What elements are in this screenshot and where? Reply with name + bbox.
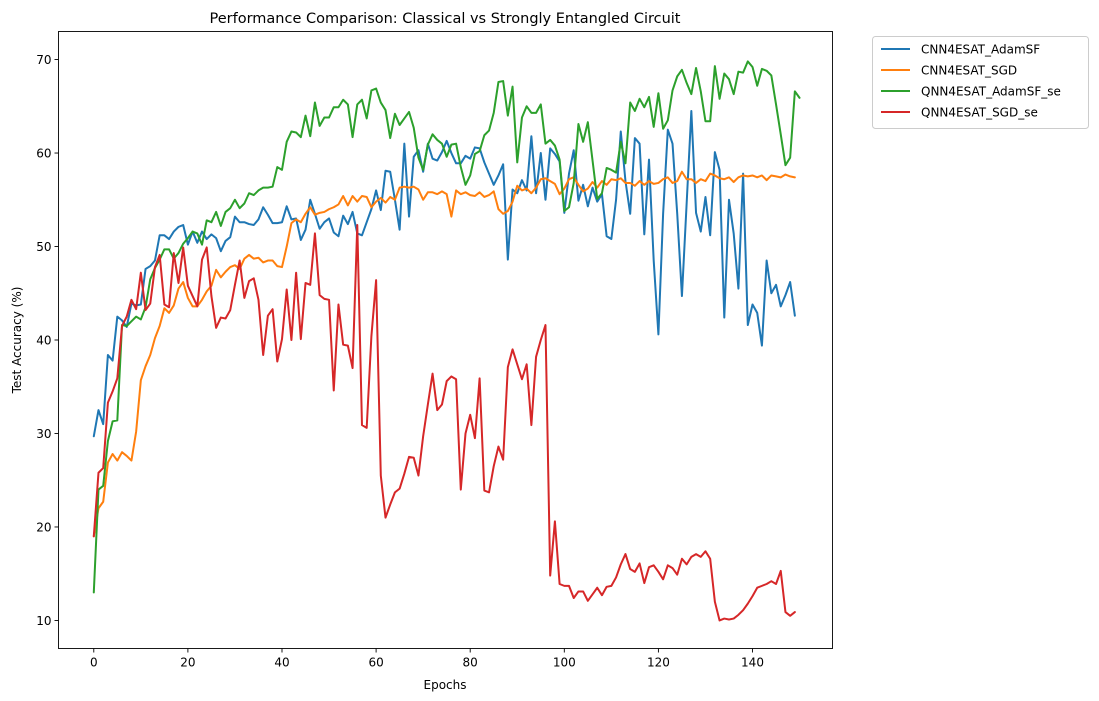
legend-label-0: CNN4ESAT_AdamSF <box>921 43 1040 57</box>
y-tick-label: 70 <box>36 53 51 67</box>
x-tick-label: 120 <box>647 656 670 670</box>
chart-title: Performance Comparison: Classical vs Str… <box>210 11 681 27</box>
legend-frame <box>872 36 1089 129</box>
x-tick-label: 100 <box>553 656 576 670</box>
y-tick-label: 60 <box>36 147 51 161</box>
series-line-2 <box>92 60 801 594</box>
legend-label-3: QNN4ESAT_SGD_se <box>921 106 1038 120</box>
x-tick-label: 20 <box>180 656 195 670</box>
y-tick-label: 10 <box>36 614 51 628</box>
series-line-3 <box>92 224 796 622</box>
x-tick-label: 80 <box>463 656 478 670</box>
plot-area-frame <box>58 31 833 649</box>
x-tick-label: 60 <box>368 656 383 670</box>
x-tick-label: 40 <box>274 656 289 670</box>
y-tick-label: 40 <box>36 334 51 348</box>
x-tick-label: 0 <box>90 656 98 670</box>
legend: CNN4ESAT_AdamSF CNN4ESAT_SGD QNN4ESAT_Adam… <box>872 36 1089 129</box>
y-axis-label: Test Accuracy (%) <box>10 287 24 395</box>
series-line-0 <box>92 109 796 438</box>
y-tick-label: 30 <box>36 427 51 441</box>
x-axis-label: Epochs <box>424 678 467 692</box>
plot-lines <box>92 60 801 622</box>
x-tick-label: 140 <box>741 656 764 670</box>
y-tick-label: 20 <box>36 520 51 534</box>
y-tick-label: 50 <box>36 240 51 254</box>
y-axis-ticks: 10 20 30 40 50 60 70 <box>36 53 59 628</box>
legend-label-2: QNN4ESAT_AdamSF_se <box>921 85 1061 99</box>
legend-label-1: CNN4ESAT_SGD <box>921 64 1017 78</box>
x-axis-ticks: 0 20 40 60 80 100 120 140 <box>90 648 764 670</box>
